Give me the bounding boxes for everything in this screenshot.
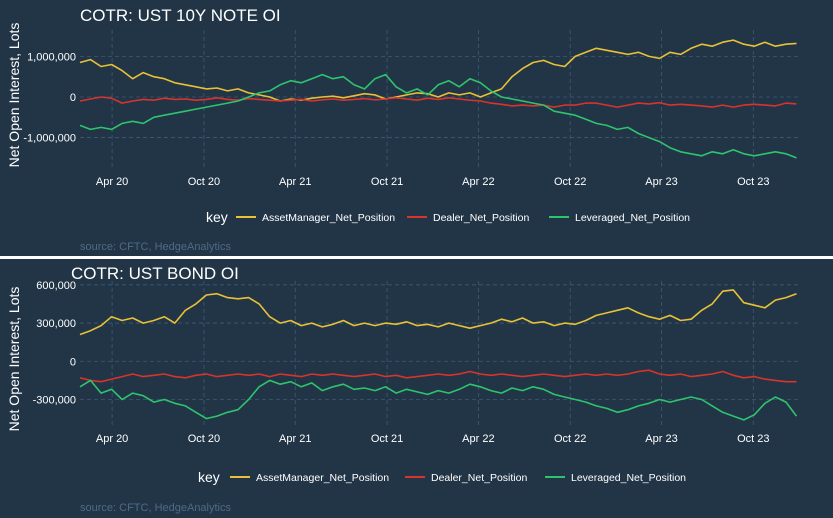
series-line-leveraged-net-position <box>79 73 797 159</box>
y-tick-label: -1,000,000 <box>23 133 76 145</box>
legend-item-label: Dealer_Net_Position <box>433 212 529 224</box>
series-line-leveraged-net-position <box>79 379 798 421</box>
x-tick-label: Apr 21 <box>279 433 311 445</box>
y-tick-label: 0 <box>70 356 76 368</box>
chart-title: COTR: UST BOND OI <box>71 264 239 283</box>
panel-divider <box>0 256 833 259</box>
x-tick-label: Oct 20 <box>188 433 220 445</box>
legend-item-label: Dealer_Net_Position <box>431 472 527 484</box>
series-line-dealer-net-position <box>79 369 797 383</box>
x-tick-label: Apr 22 <box>462 176 494 188</box>
chart-panel-bond: 600,000 300,000 0 -300,000 Apr 20 Oct 20 Apr 2… <box>0 259 833 518</box>
x-tick-label: Apr 20 <box>96 176 128 188</box>
series-line-dealer-net-position <box>79 96 797 108</box>
legend-title: key <box>206 209 228 225</box>
source-note: source: CFTC, HedgeAnalytics <box>80 502 231 514</box>
series-line-assetmanager-net-position <box>79 289 797 336</box>
series-line-assetmanager-net-position <box>79 39 797 102</box>
x-tick-label: Apr 23 <box>645 176 677 188</box>
legend-title: key <box>198 469 220 485</box>
x-tick-label: Apr 22 <box>462 433 494 445</box>
x-tick-label: Oct 23 <box>737 433 769 445</box>
x-tick-label: Oct 22 <box>554 433 586 445</box>
y-tick-label: 300,000 <box>36 318 76 330</box>
y-tick-label: 0 <box>70 92 76 104</box>
source-note: source: CFTC, HedgeAnalytics <box>80 241 231 253</box>
x-tick-label: Apr 21 <box>279 176 311 188</box>
x-tick-label: Oct 23 <box>737 176 769 188</box>
y-tick-label: -300,000 <box>33 395 76 407</box>
x-tick-label: Oct 20 <box>188 176 220 188</box>
x-tick-label: Apr 20 <box>96 433 128 445</box>
y-tick-label: 600,000 <box>36 280 76 292</box>
y-axis-label: Net Open Interest, Lots <box>6 287 22 432</box>
x-tick-label: Apr 23 <box>645 433 677 445</box>
chart-panel-10y-note: 1,000,000 0 -1,000,000 Apr 20 Oct 20 Apr 21 Oc… <box>0 0 833 256</box>
y-tick-label: 1,000,000 <box>27 51 76 63</box>
legend-item-label: Leveraged_Net_Position <box>571 472 686 484</box>
chart-title: COTR: UST 10Y NOTE OI <box>80 6 281 25</box>
chart-bond-svg: 600,000 300,000 0 -300,000 Apr 20 Oct 20 Apr 2… <box>6 264 800 514</box>
x-tick-label: Oct 21 <box>371 176 403 188</box>
x-tick-label: Oct 21 <box>371 433 403 445</box>
legend-item-label: AssetManager_Net_Position <box>262 212 395 224</box>
y-axis-label: Net Open Interest, Lots <box>6 23 22 168</box>
legend-item-label: AssetManager_Net_Position <box>256 472 389 484</box>
x-tick-label: Oct 22 <box>554 176 586 188</box>
chart-10y-note-svg: 1,000,000 0 -1,000,000 Apr 20 Oct 20 Apr 21 Oc… <box>6 6 800 253</box>
legend-item-label: Leveraged_Net_Position <box>575 212 690 224</box>
